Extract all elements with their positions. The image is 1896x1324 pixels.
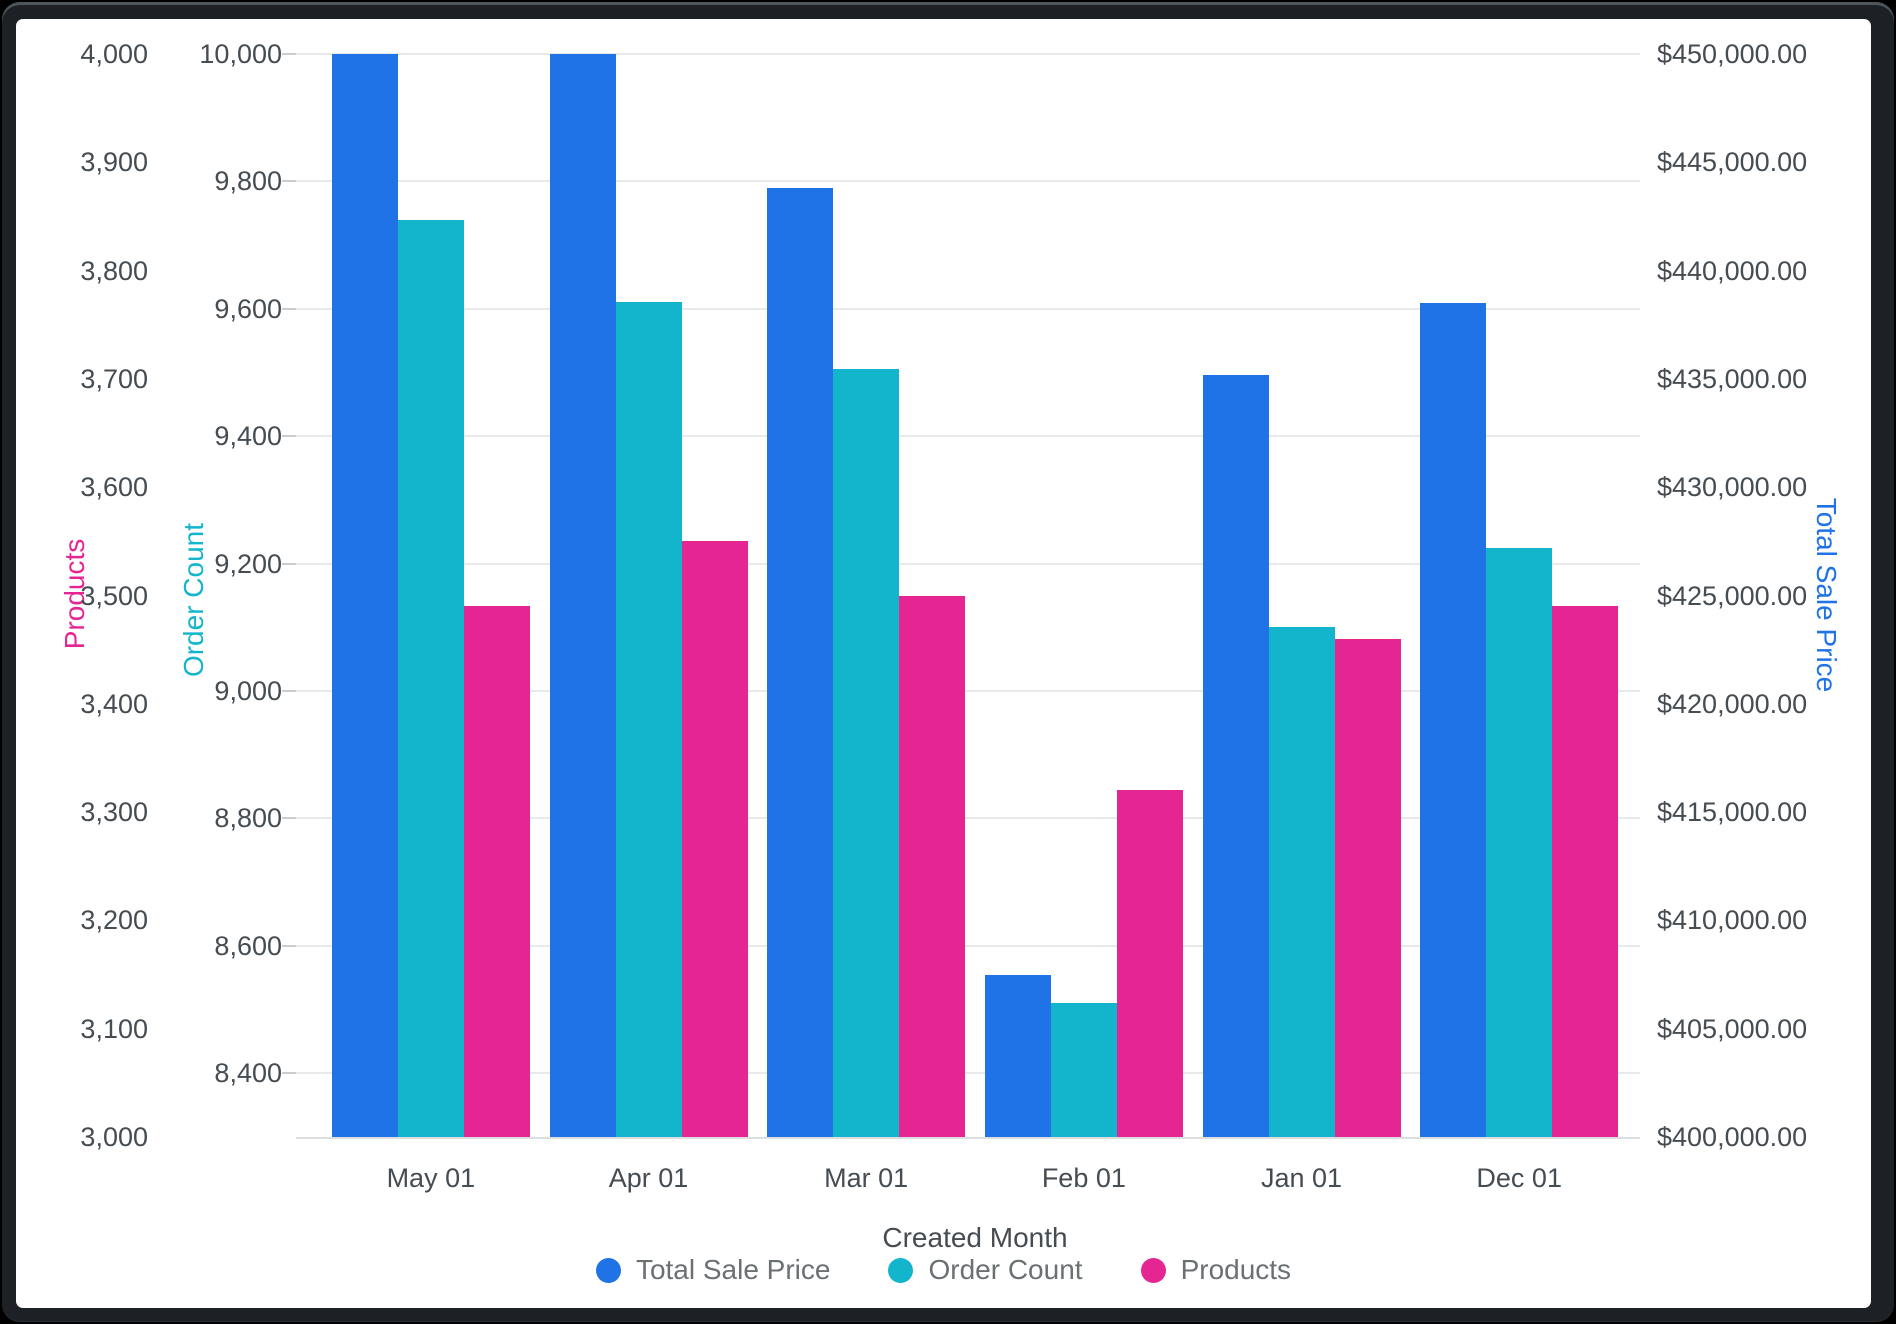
x-axis-title: Created Month [882, 1222, 1068, 1253]
x-axis-label-dec-01: Dec 01 [1476, 1163, 1562, 1193]
gridline [296, 53, 1640, 55]
bar-products-jan-01[interactable] [1334, 638, 1401, 1137]
tick-mark [282, 817, 296, 820]
tick-label: $420,000.00 [1657, 688, 1808, 719]
bar-group-jan-01 [1193, 54, 1411, 1137]
bar-order-count-jan-01[interactable] [1268, 627, 1335, 1137]
x-axis-label-apr-01: Apr 01 [608, 1163, 689, 1193]
tick-label: 3,500 [80, 580, 148, 611]
bar-group-may-01 [322, 54, 540, 1137]
tick-label: 3,000 [80, 1122, 148, 1152]
tick-label: $405,000.00 [1657, 1013, 1808, 1044]
tick-label: 3,300 [80, 797, 148, 828]
bar-products-dec-01[interactable] [1552, 606, 1619, 1137]
tick-label: $440,000.00 [1657, 255, 1808, 286]
plot-gridlines [296, 53, 1640, 1137]
tick-mark [282, 944, 296, 947]
legend: Total Sale Price Order Count Products [14, 1246, 1873, 1294]
tick-label: $450,000.00 [1657, 39, 1808, 69]
tick-label: $410,000.00 [1657, 905, 1808, 936]
bar-group-feb-01 [975, 54, 1193, 1137]
legend-dot-order-count [888, 1257, 914, 1283]
legend-label: Total Sale Price [635, 1254, 831, 1285]
bar-total-sale-price-dec-01[interactable] [1420, 303, 1487, 1137]
tick-label: 3,800 [80, 255, 148, 286]
bar-products-may-01[interactable] [463, 606, 530, 1137]
tick-label: $425,000.00 [1657, 580, 1808, 611]
products-axis-tick-labels: 4,000 3,900 3,800 3,700 3,600 3,500 3,400 3,300… [30, 39, 148, 1152]
bar-order-count-feb-01[interactable] [1050, 1003, 1117, 1137]
legend-entry-total-sale-price[interactable]: Total Sale Price [595, 1254, 831, 1286]
tick-label: 9,200 [214, 548, 282, 579]
tick-mark [282, 180, 296, 183]
tick-mark [282, 307, 296, 310]
tick-label: 4,000 [80, 39, 148, 69]
x-axis-labels: May 01 Apr 01 Mar 01 Feb 01 Jan 01 Dec 01 [322, 1163, 1628, 1194]
x-axis-label-jan-01: Jan 01 [1260, 1163, 1343, 1193]
bar-products-feb-01[interactable] [1116, 790, 1183, 1137]
bar-group-dec-01 [1410, 54, 1628, 1137]
tick-label: 10,000 [199, 39, 282, 69]
tick-label: 9,000 [214, 676, 282, 707]
bar-total-sale-price-may-01[interactable] [331, 54, 398, 1137]
tick-label: 9,400 [214, 421, 282, 452]
bar-group-mar-01 [757, 54, 975, 1137]
tick-label: 3,100 [80, 1013, 148, 1044]
gridline [296, 690, 1640, 693]
x-axis-label-mar-01: Mar 01 [824, 1163, 909, 1193]
tick-mark [282, 690, 296, 693]
gridline [296, 435, 1640, 438]
tick-mark [282, 53, 296, 55]
legend-label: Products [1180, 1254, 1292, 1285]
tick-label: 3,700 [80, 363, 148, 394]
bar-total-sale-price-mar-01[interactable] [767, 188, 834, 1137]
tick-mark [282, 562, 296, 565]
tick-label: 8,600 [214, 930, 282, 961]
gridline [296, 1072, 1640, 1075]
tick-label: 9,800 [214, 166, 282, 197]
bar-total-sale-price-feb-01[interactable] [984, 974, 1051, 1137]
bar-order-count-apr-01[interactable] [615, 302, 682, 1137]
bar-total-sale-price-apr-01[interactable] [549, 54, 616, 1137]
bar-order-count-may-01[interactable] [397, 219, 464, 1137]
order-count-axis-tick-labels: 10,000 9,800 9,600 9,400 9,200 9,000 8,800 8,60… [150, 39, 282, 1137]
tick-label: $415,000.00 [1657, 797, 1808, 828]
tick-label: 9,600 [214, 293, 282, 324]
legend-dot-total-sale-price [595, 1257, 621, 1283]
tick-label: 3,900 [80, 147, 148, 178]
legend-entry-products[interactable]: Products [1140, 1254, 1292, 1286]
gridline [296, 180, 1640, 183]
x-axis-label-may-01: May 01 [386, 1163, 476, 1193]
bar-order-count-mar-01[interactable] [833, 369, 900, 1137]
bar-order-count-dec-01[interactable] [1486, 547, 1553, 1137]
tick-label: $445,000.00 [1657, 147, 1808, 178]
gridline [296, 307, 1640, 310]
tick-label: 3,400 [80, 688, 148, 719]
tick-label: 8,800 [214, 803, 282, 834]
gridline [296, 944, 1640, 947]
bar-products-mar-01[interactable] [899, 595, 966, 1137]
plot-area [322, 54, 1628, 1137]
tick-label: $400,000.00 [1657, 1122, 1808, 1152]
gridline [296, 562, 1640, 565]
bar-group-apr-01 [540, 54, 758, 1137]
tick-label: $430,000.00 [1657, 472, 1808, 503]
legend-label: Order Count [928, 1254, 1083, 1285]
legend-dot-products [1140, 1257, 1166, 1283]
order-count-axis-ticks [282, 53, 296, 1137]
gridline [296, 817, 1640, 820]
x-axis-label-feb-01: Feb 01 [1041, 1163, 1126, 1193]
bar-products-apr-01[interactable] [681, 541, 748, 1137]
tick-label: 8,400 [214, 1058, 282, 1089]
bar-total-sale-price-jan-01[interactable] [1202, 374, 1269, 1137]
legend-entry-order-count[interactable]: Order Count [888, 1254, 1083, 1286]
tick-mark [282, 1072, 296, 1075]
price-axis-tick-labels: $450,000.00 $445,000.00 $440,000.00 $435,00… [1657, 39, 1857, 1152]
x-axis-line [296, 1137, 1640, 1139]
tick-mark [282, 435, 296, 438]
tick-label: 3,600 [80, 472, 148, 503]
tick-label: $435,000.00 [1657, 363, 1808, 394]
tick-label: 3,200 [80, 905, 148, 936]
